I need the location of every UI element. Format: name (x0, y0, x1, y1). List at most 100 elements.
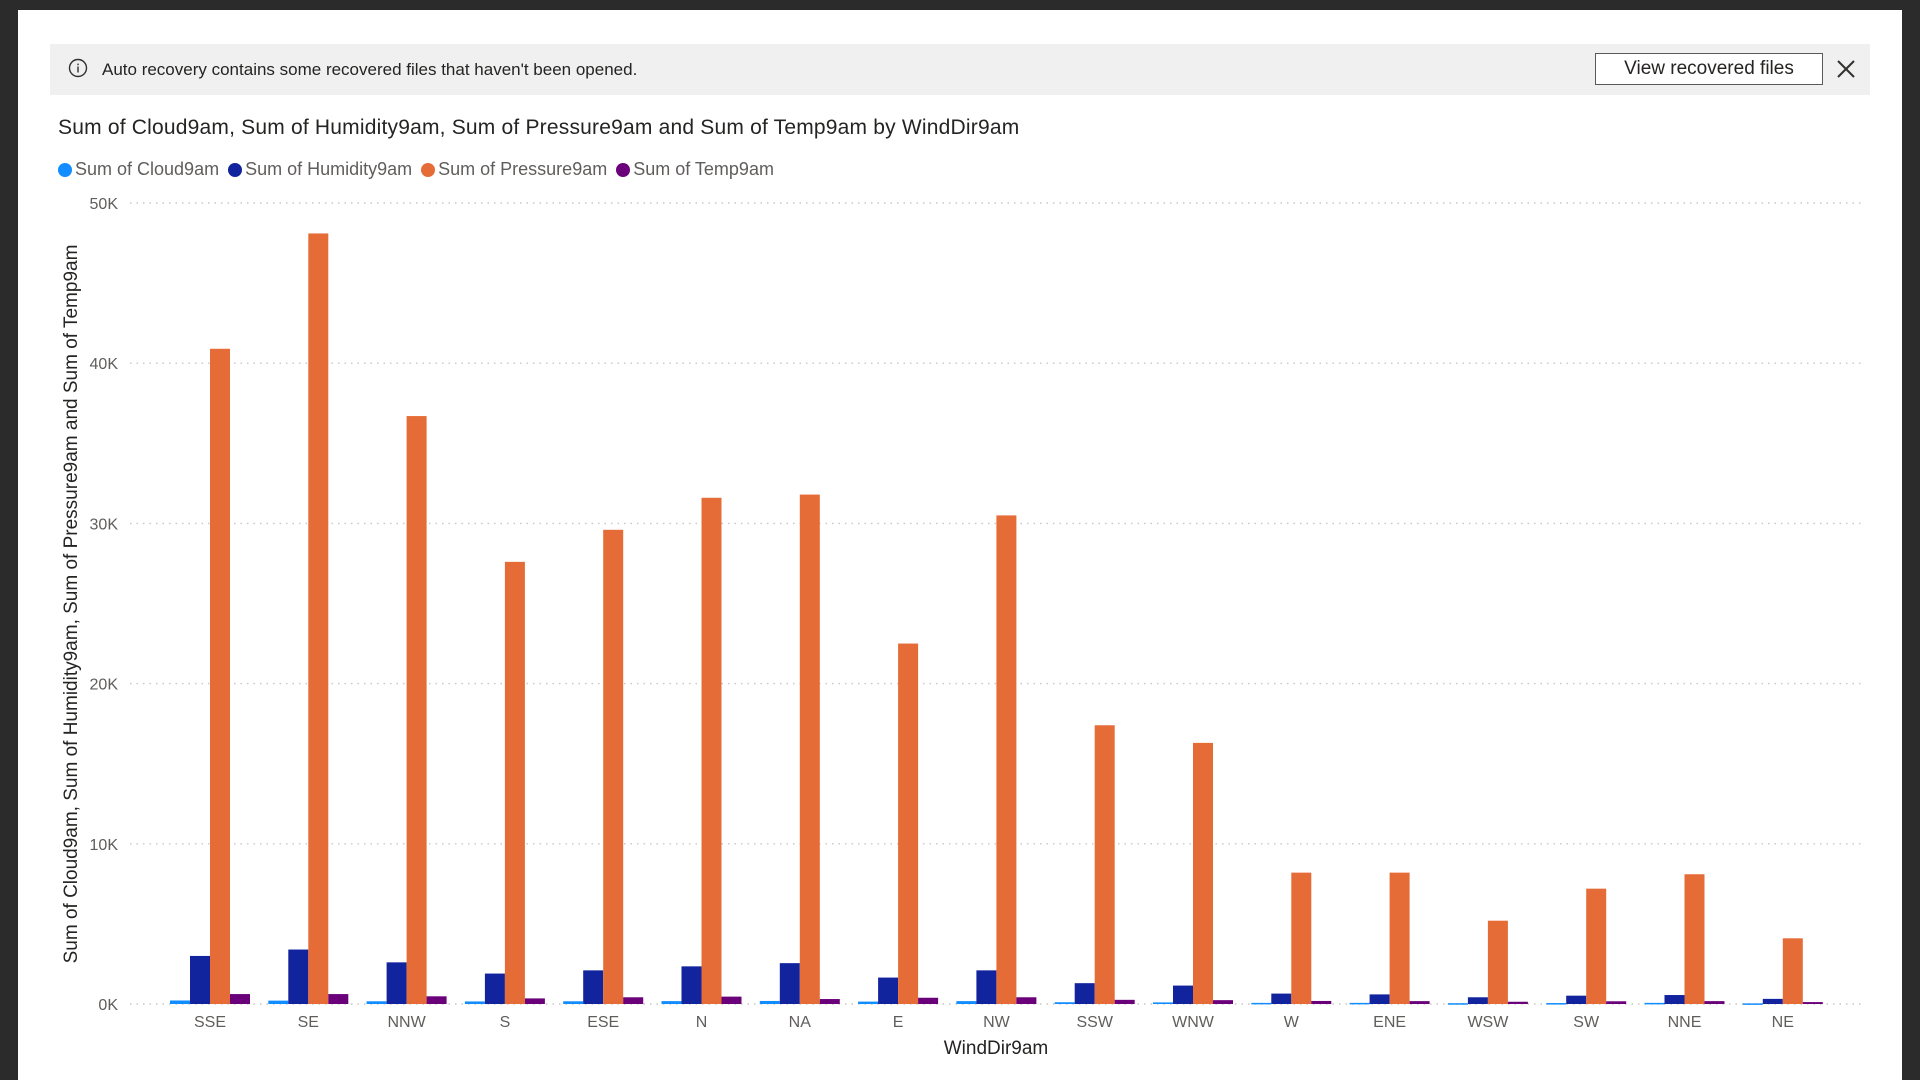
legend-swatch (616, 162, 631, 177)
bar-sum-of-temp9am-nnw[interactable] (426, 996, 447, 1004)
bar-sum-of-humidity9am-w[interactable] (1271, 993, 1292, 1004)
x-tick-label: SE (298, 1014, 319, 1031)
bar-sum-of-temp9am-ene[interactable] (1409, 1001, 1430, 1004)
x-tick-label: NNW (387, 1014, 426, 1031)
bar-sum-of-cloud9am-sw[interactable] (1546, 1003, 1567, 1005)
x-tick-label: W (1284, 1014, 1300, 1031)
bar-sum-of-cloud9am-se[interactable] (268, 1000, 289, 1004)
bar-sum-of-humidity9am-e[interactable] (878, 977, 899, 1004)
bar-sum-of-pressure9am-na[interactable] (799, 494, 820, 1004)
bar-sum-of-pressure9am-sse[interactable] (210, 348, 230, 1005)
bar-sum-of-humidity9am-n[interactable] (681, 966, 702, 1004)
bar-sum-of-cloud9am-ene[interactable] (1349, 1002, 1370, 1005)
bar-sum-of-pressure9am-n[interactable] (701, 497, 722, 1004)
bar-sum-of-cloud9am-nne[interactable] (1644, 1002, 1665, 1005)
legend-item-pressure9am[interactable]: Sum of Pressure9am (421, 159, 607, 180)
bar-sum-of-humidity9am-se[interactable] (288, 949, 309, 1004)
bar-sum-of-cloud9am-sse[interactable] (170, 1000, 190, 1004)
close-icon[interactable] (1833, 56, 1859, 82)
bar-sum-of-pressure9am-sw[interactable] (1586, 888, 1607, 1004)
x-tick-label: SSW (1076, 1014, 1113, 1031)
bar-sum-of-pressure9am-nne[interactable] (1684, 874, 1705, 1004)
x-tick-label: WSW (1467, 1014, 1509, 1031)
bar-sum-of-cloud9am-wnw[interactable] (1153, 1002, 1173, 1004)
legend-item-temp9am[interactable]: Sum of Temp9am (616, 159, 774, 180)
bar-sum-of-pressure9am-e[interactable] (898, 643, 919, 1004)
bar-sum-of-cloud9am-n[interactable] (661, 1001, 682, 1004)
bar-sum-of-cloud9am-nw[interactable] (956, 1001, 977, 1004)
bar-sum-of-pressure9am-wnw[interactable] (1193, 742, 1213, 1004)
bar-sum-of-temp9am-ese[interactable] (623, 997, 644, 1004)
bar-sum-of-temp9am-sw[interactable] (1606, 1001, 1627, 1004)
bar-sum-of-temp9am-ssw[interactable] (1114, 999, 1135, 1004)
bar-sum-of-humidity9am-ssw[interactable] (1074, 983, 1095, 1004)
bar-sum-of-pressure9am-nnw[interactable] (406, 416, 427, 1004)
bar-sum-of-pressure9am-w[interactable] (1291, 872, 1312, 1004)
bar-sum-of-temp9am-n[interactable] (721, 996, 742, 1004)
bar-sum-of-pressure9am-ene[interactable] (1389, 872, 1410, 1004)
y-tick-label: 30K (90, 516, 119, 533)
bar-sum-of-temp9am-nw[interactable] (1016, 997, 1037, 1004)
bar-sum-of-temp9am-s[interactable] (524, 998, 545, 1004)
x-tick-label: NW (983, 1014, 1011, 1031)
bar-sum-of-pressure9am-wsw[interactable] (1487, 920, 1508, 1004)
bar-sum-of-cloud9am-nnw[interactable] (366, 1001, 387, 1004)
bar-sum-of-humidity9am-na[interactable] (779, 963, 800, 1004)
x-tick-label: SW (1573, 1014, 1600, 1031)
bar-sum-of-temp9am-nne[interactable] (1704, 1001, 1725, 1004)
bar-sum-of-temp9am-wnw[interactable] (1213, 1000, 1233, 1004)
bar-sum-of-pressure9am-ne[interactable] (1782, 938, 1803, 1004)
y-tick-label: 0K (98, 997, 118, 1014)
y-tick-label: 20K (90, 677, 119, 694)
legend-swatch (58, 162, 72, 177)
bar-sum-of-humidity9am-ene[interactable] (1369, 994, 1390, 1004)
bar-sum-of-temp9am-e[interactable] (918, 997, 939, 1004)
bar-sum-of-humidity9am-sse[interactable] (190, 955, 210, 1004)
bar-sum-of-cloud9am-w[interactable] (1251, 1002, 1272, 1005)
legend-label: Sum of Temp9am (633, 159, 774, 179)
x-tick-label: S (500, 1014, 511, 1031)
view-recovered-files-button[interactable]: View recovered files (1595, 53, 1823, 85)
bar-sum-of-humidity9am-ese[interactable] (583, 970, 604, 1004)
x-tick-label: WNW (1172, 1014, 1215, 1031)
bar-sum-of-cloud9am-e[interactable] (858, 1001, 879, 1004)
bar-sum-of-humidity9am-nw[interactable] (976, 970, 997, 1004)
bar-sum-of-cloud9am-ssw[interactable] (1054, 1002, 1075, 1004)
bar-sum-of-temp9am-w[interactable] (1311, 1000, 1332, 1004)
bar-sum-of-humidity9am-nne[interactable] (1664, 995, 1685, 1004)
bar-sum-of-pressure9am-ssw[interactable] (1094, 725, 1115, 1004)
bar-sum-of-temp9am-ne[interactable] (1802, 1002, 1823, 1004)
bar-sum-of-cloud9am-s[interactable] (464, 1001, 485, 1004)
bar-sum-of-cloud9am-ese[interactable] (563, 1001, 584, 1004)
legend-label: Sum of Cloud9am (75, 159, 220, 179)
bar-sum-of-humidity9am-wnw[interactable] (1173, 985, 1193, 1004)
bar-sum-of-humidity9am-wsw[interactable] (1467, 997, 1488, 1004)
y-tick-label: 10K (90, 837, 119, 854)
bar-sum-of-pressure9am-se[interactable] (308, 233, 329, 1005)
chart-legend: Sum of Cloud9am Sum of Humidity9am Sum o… (58, 159, 783, 180)
bar-sum-of-humidity9am-nnw[interactable] (386, 962, 407, 1004)
bar-sum-of-temp9am-se[interactable] (328, 994, 349, 1004)
bar-sum-of-cloud9am-na[interactable] (759, 1000, 780, 1004)
bar-sum-of-pressure9am-ese[interactable] (603, 529, 624, 1004)
legend-label: Sum of Pressure9am (438, 159, 608, 179)
bar-sum-of-cloud9am-wsw[interactable] (1447, 1003, 1468, 1005)
legend-label: Sum of Humidity9am (245, 159, 413, 179)
bar-sum-of-temp9am-wsw[interactable] (1507, 1001, 1528, 1004)
legend-item-humidity9am[interactable]: Sum of Humidity9am (228, 159, 412, 180)
bar-sum-of-humidity9am-sw[interactable] (1566, 995, 1587, 1004)
bar-sum-of-temp9am-sse[interactable] (230, 994, 250, 1004)
bar-sum-of-cloud9am-ne[interactable] (1742, 1003, 1763, 1005)
legend-item-cloud9am[interactable]: Sum of Cloud9am (58, 159, 219, 180)
bar-sum-of-pressure9am-nw[interactable] (996, 515, 1017, 1004)
bar-sum-of-pressure9am-s[interactable] (504, 561, 525, 1004)
bar-sum-of-humidity9am-s[interactable] (484, 973, 505, 1004)
bar-sum-of-temp9am-na[interactable] (819, 999, 840, 1004)
bar-sum-of-humidity9am-ne[interactable] (1762, 998, 1783, 1004)
x-tick-label: N (696, 1014, 708, 1031)
recovery-message: Auto recovery contains some recovered fi… (102, 60, 638, 79)
y-tick-label: 40K (90, 356, 119, 373)
chart-title: Sum of Cloud9am, Sum of Humidity9am, Sum… (58, 116, 1020, 139)
y-axis-label: Sum of Cloud9am, Sum of Humidity9am, Sum… (61, 245, 82, 964)
